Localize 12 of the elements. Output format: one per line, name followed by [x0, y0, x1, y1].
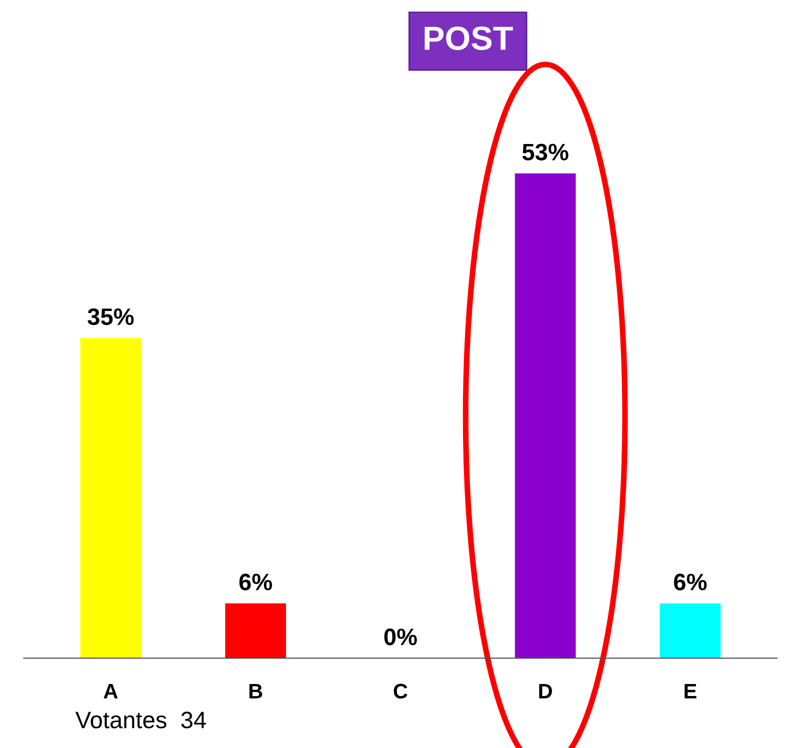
data-label: 6% — [239, 574, 272, 590]
x-tick-label: E — [684, 684, 696, 698]
x-tick-label: D — [539, 684, 552, 698]
data-label: 0% — [384, 628, 417, 646]
data-label: 6% — [674, 574, 707, 590]
data-label: 35% — [88, 308, 134, 326]
chart-title: POST — [424, 26, 513, 50]
x-tick-label: C — [394, 684, 408, 699]
x-tick-label: B — [249, 684, 262, 698]
x-tick-label: A — [104, 684, 118, 698]
data-label: 53% — [522, 144, 568, 160]
text: Votantes 34 — [75, 712, 206, 728]
